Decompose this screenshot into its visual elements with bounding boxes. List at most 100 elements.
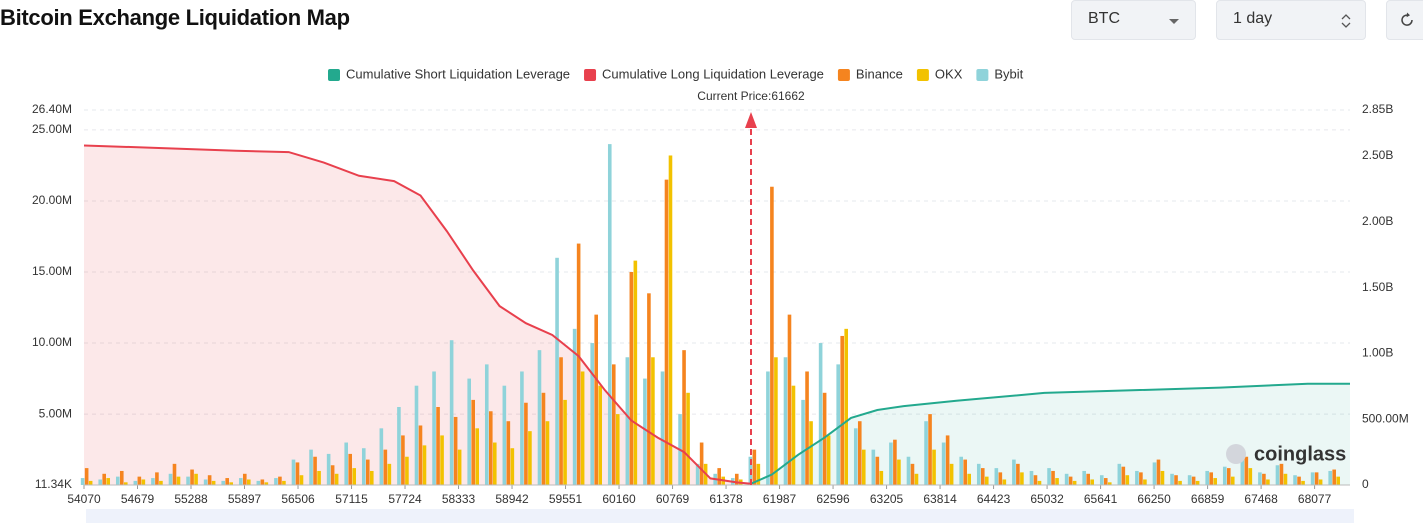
- x-tick-label: 64423: [977, 492, 1011, 506]
- liquidation-bar: [590, 343, 594, 485]
- liquidation-bar: [1135, 470, 1139, 485]
- liquidation-bar: [98, 479, 103, 485]
- liquidation-bar: [369, 470, 374, 485]
- symbol-select[interactable]: BTC: [1071, 0, 1196, 40]
- watermark: coinglass: [1254, 443, 1346, 465]
- dropdown-caret: [1169, 19, 1179, 24]
- liquidation-bar: [387, 463, 392, 485]
- liquidation-bar: [836, 364, 840, 485]
- x-tick-label: 63814: [923, 492, 957, 506]
- liquidation-bar: [260, 479, 265, 485]
- liquidation-bar: [643, 378, 647, 485]
- liquidation-bar: [1240, 453, 1245, 485]
- y-tick-label: 25.00M: [32, 122, 72, 136]
- liquidation-bar: [229, 482, 234, 485]
- liquidation-bar: [282, 480, 286, 485]
- liquidation-bar: [159, 480, 163, 485]
- liquidation-bar: [611, 364, 616, 485]
- liquidation-bar: [1226, 468, 1231, 485]
- liquidation-bar: [809, 421, 813, 485]
- liquidation-bar: [1195, 480, 1200, 485]
- liquidation-bar: [752, 449, 757, 485]
- liquidation-bar: [383, 449, 388, 485]
- liquidation-bar: [1037, 480, 1042, 485]
- liquidation-bar: [348, 453, 353, 485]
- zoom-slider[interactable]: [86, 509, 1354, 523]
- x-tick-label: 59551: [549, 492, 583, 506]
- liquidation-bar: [699, 442, 704, 485]
- liquidation-bar: [928, 414, 932, 485]
- liquidation-bar: [826, 435, 831, 485]
- liquidation-bar: [1244, 456, 1249, 485]
- liquidation-bar: [334, 473, 339, 485]
- x-tick-label: 67468: [1244, 492, 1278, 506]
- liquidation-bar: [906, 456, 911, 485]
- liquidation-bar: [1301, 480, 1305, 485]
- x-tick-label: 61378: [709, 492, 743, 506]
- liquidation-bar: [1033, 475, 1038, 485]
- liquidation-bar: [172, 463, 177, 485]
- liquidation-bar: [1121, 466, 1126, 485]
- liquidation-bar: [1139, 472, 1143, 485]
- liquidation-bar: [457, 449, 462, 485]
- liquidation-bar: [893, 439, 897, 485]
- liquidation-bar: [88, 480, 93, 485]
- liquidation-bar: [615, 414, 620, 485]
- liquidation-bar: [467, 378, 472, 485]
- liquidation-bar: [361, 448, 366, 485]
- liquidation-bar: [801, 399, 805, 485]
- y2-tick-label: 1.00B: [1362, 346, 1393, 360]
- liquidation-bar: [594, 314, 598, 485]
- liquidation-bar: [309, 449, 313, 485]
- liquidation-bar: [629, 272, 634, 485]
- liquidation-bar: [598, 385, 602, 485]
- x-tick-label: 66250: [1137, 492, 1171, 506]
- liquidation-bar: [1279, 463, 1284, 485]
- liquidation-bar: [176, 476, 181, 485]
- liquidation-bar: [879, 470, 884, 485]
- liquidation-bar: [278, 476, 282, 485]
- liquidation-bar: [1029, 470, 1034, 485]
- liquidation-bar: [151, 478, 155, 485]
- liquidation-bar: [1020, 472, 1024, 485]
- liquidation-bar: [137, 476, 142, 485]
- liquidation-bar: [774, 357, 778, 485]
- liquidation-bar: [1170, 473, 1174, 485]
- x-tick-label: 58333: [442, 492, 476, 506]
- liquidation-bar: [871, 449, 876, 485]
- liquidation-bar: [225, 478, 230, 485]
- liquidation-bar: [256, 480, 261, 485]
- liquidation-bar: [488, 411, 493, 485]
- liquidation-bar: [168, 473, 173, 485]
- liquidation-bar: [492, 442, 497, 485]
- liquidation-bar: [155, 472, 159, 485]
- liquidation-bar: [1209, 472, 1213, 485]
- liquidation-bar: [330, 465, 335, 485]
- liquidation-bar: [484, 364, 489, 485]
- liquidation-bar: [246, 479, 251, 485]
- refresh-button[interactable]: [1386, 0, 1423, 40]
- liquidation-bar: [1156, 459, 1161, 485]
- liquidation-bar: [559, 357, 563, 485]
- liquidation-bar: [1051, 470, 1055, 485]
- liquidation-bar: [660, 371, 665, 485]
- liquidation-bar: [1266, 479, 1270, 485]
- liquidation-bar: [1248, 468, 1253, 485]
- range-select[interactable]: 1 day: [1216, 0, 1366, 40]
- liquidation-bar: [555, 257, 559, 485]
- refresh-icon: [1401, 12, 1413, 26]
- liquidation-bar: [379, 428, 384, 485]
- liquidation-bar: [432, 371, 436, 485]
- liquidation-bar: [914, 473, 919, 485]
- liquidation-bar: [963, 459, 967, 485]
- liquidation-bar: [1336, 476, 1340, 485]
- liquidation-bar: [625, 357, 630, 485]
- liquidation-bar: [471, 399, 476, 485]
- liquidation-bar: [207, 475, 212, 485]
- liquidation-bar: [1258, 472, 1262, 485]
- x-tick-label: 65641: [1084, 492, 1118, 506]
- liquidation-bar: [651, 357, 655, 485]
- area-fill: [751, 383, 1350, 485]
- liquidation-bar: [1283, 473, 1288, 485]
